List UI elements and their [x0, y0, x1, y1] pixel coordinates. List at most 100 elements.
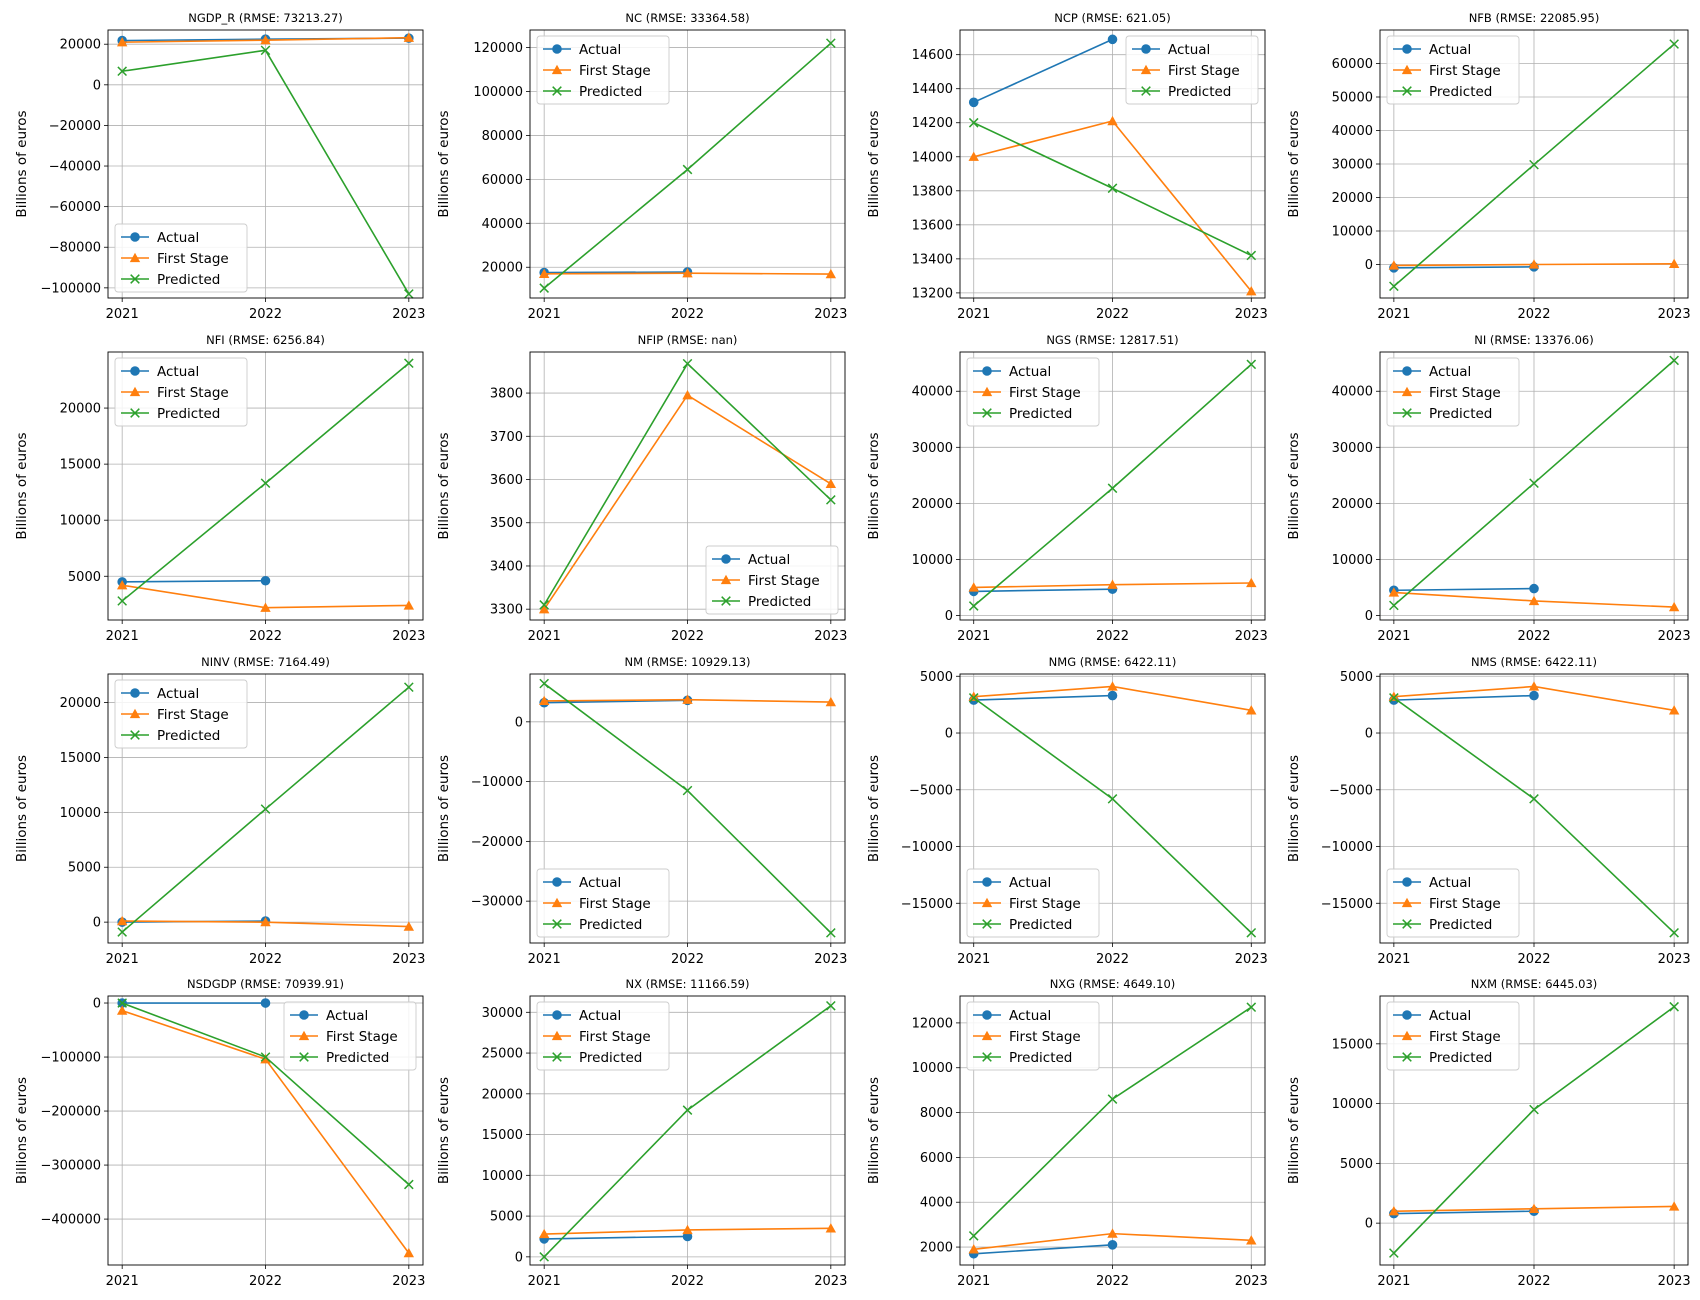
x-tick-label: 2022	[1096, 307, 1129, 322]
x-tick-label: 2022	[1096, 629, 1129, 644]
y-axis-label: Billions of euros	[1286, 110, 1302, 217]
legend-label: Predicted	[1429, 917, 1492, 933]
legend-label: Predicted	[1429, 1050, 1492, 1066]
data-point	[539, 1252, 550, 1262]
y-axis-label: Billions of euros	[14, 110, 30, 217]
axes-frame	[107, 673, 424, 944]
data-point	[1529, 794, 1539, 804]
series-predicted	[117, 358, 414, 606]
legend-marker	[982, 1010, 992, 1020]
legend-label: Predicted	[157, 272, 220, 288]
data-point	[1246, 359, 1257, 370]
y-tick-label: 15000	[1332, 1037, 1373, 1052]
y-tick-label: 20000	[60, 696, 101, 711]
y-axis-label: Billions of euros	[1286, 1077, 1302, 1184]
x-tick-label: 2021	[528, 952, 561, 967]
data-point	[260, 478, 271, 489]
axes-frame	[529, 673, 846, 944]
data-point	[825, 495, 836, 505]
legend-marker	[1402, 366, 1412, 376]
data-point	[1107, 681, 1118, 691]
data-point	[403, 1179, 414, 1190]
x-tick-label: 2023	[1658, 952, 1691, 967]
axes-frame	[1379, 673, 1689, 944]
y-tick-label: −100000	[40, 1051, 101, 1066]
subplot-12: 2021 2022 2023 −400000 −300000 −200000 −100000…	[14, 977, 425, 1289]
series-line	[122, 579, 266, 583]
data-point	[1529, 1104, 1539, 1115]
data-point	[968, 582, 979, 592]
series-predicted	[539, 678, 836, 938]
data-point	[1107, 690, 1118, 701]
legend-box	[1125, 35, 1259, 105]
legend-marker	[551, 897, 563, 908]
series-line	[973, 1244, 1113, 1255]
legend-marker	[982, 366, 992, 376]
x-tick-label: 2023	[1235, 629, 1268, 644]
legend-marker	[1141, 86, 1151, 96]
series-first_stage	[1388, 258, 1680, 270]
x-tick-label: 2022	[249, 952, 282, 967]
series-line	[1393, 266, 1535, 269]
y-tick-label: −20000	[471, 835, 523, 850]
axes-frame	[107, 995, 424, 1266]
legend-label: Actual	[1168, 42, 1210, 58]
legend-marker	[129, 708, 141, 719]
data-point	[682, 785, 693, 796]
legend: Actual First Stage Predicted	[1125, 35, 1259, 105]
data-point	[1389, 1248, 1399, 1258]
y-tick-label: 3500	[490, 516, 523, 531]
legend-marker	[982, 1052, 992, 1062]
legend-marker	[720, 574, 732, 585]
series-line	[1393, 587, 1535, 592]
data-point	[117, 998, 128, 1008]
legend-label: First Stage	[748, 573, 820, 589]
legend-label: First Stage	[157, 385, 229, 401]
legend-label: Actual	[326, 1008, 368, 1024]
series-line	[1393, 1210, 1535, 1215]
subplot-2: 2021 2022 2023 13200 13400 13600 13800 14000 142…	[866, 11, 1268, 322]
data-point	[682, 358, 693, 369]
y-tick-label: −15000	[901, 897, 953, 912]
subplot-4: 2021 2022 2023 5000 10000 15000 20000 NFI (RMSE…	[14, 333, 425, 644]
legend-marker	[982, 919, 992, 929]
y-tick-label: 5000	[68, 861, 101, 876]
legend-box	[536, 35, 670, 105]
y-axis-label: Billions of euros	[436, 1077, 452, 1184]
y-axis-label: Billions of euros	[866, 1077, 882, 1184]
legend-label: Predicted	[1429, 84, 1492, 100]
data-point	[1388, 587, 1400, 597]
x-tick-label: 2021	[1377, 629, 1410, 644]
subplot-title: NXM (RMSE: 6445.03)	[1471, 977, 1598, 991]
y-tick-label: 30000	[1332, 441, 1373, 456]
y-tick-label: 15000	[60, 458, 101, 473]
x-tick-label: 2023	[1658, 307, 1691, 322]
x-tick-label: 2021	[106, 952, 139, 967]
y-tick-label: 10000	[1332, 1097, 1373, 1112]
data-point	[1107, 1094, 1118, 1104]
y-tick-label: −300000	[40, 1159, 101, 1174]
subplot-0: 2021 2022 2023 −100000 −80000 −60000 −40000 −20…	[14, 11, 425, 322]
legend-marker	[1401, 64, 1413, 75]
legend-marker	[721, 596, 731, 606]
series-predicted	[1389, 693, 1679, 938]
y-tick-label: 25000	[482, 1047, 523, 1062]
subplot-title: NC (RMSE: 33364.58)	[625, 11, 749, 25]
data-point	[539, 283, 550, 293]
y-axis-label: Billions of euros	[1286, 755, 1302, 862]
x-tick-label: 2021	[1377, 1274, 1410, 1289]
legend-box	[536, 868, 670, 938]
data-point	[116, 36, 128, 47]
data-point	[403, 600, 415, 610]
subplot-title: NGDP_R (RMSE: 73213.27)	[188, 11, 343, 25]
data-point	[1389, 600, 1399, 611]
legend-label: First Stage	[579, 896, 651, 912]
series-actual	[968, 1240, 1118, 1259]
data-point	[1668, 601, 1680, 612]
y-tick-label: 6000	[920, 1151, 953, 1166]
axes-frame	[529, 995, 846, 1266]
data-point	[1668, 258, 1680, 268]
series-first_stage	[1388, 587, 1680, 612]
subplot-5: 2021 2022 2023 3300 3400 3500 3600 3700 3800 NFIP…	[436, 333, 847, 644]
